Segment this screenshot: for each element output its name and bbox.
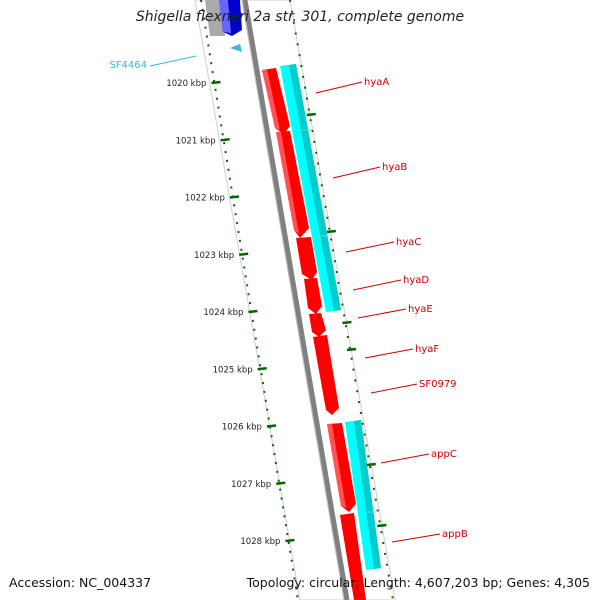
scale-tick: 1026 kbp [222,423,277,433]
gene-label-appc: appC [380,449,457,464]
gene-hyaE [309,313,326,337]
red-genes [262,68,366,600]
outer-tick [326,229,336,234]
scale-tick: 1021 kbp [176,136,230,146]
gene-label-text: hyaC [396,237,421,248]
scale-tick: 1024 kbp [203,308,258,318]
gene-hyaF [313,335,339,415]
gene-labels: SF4464 hyaA hyaB hyaC hyaD hyaE hyaF SF0979 appC… [109,55,468,543]
gene-label-text: hyaB [382,162,407,173]
gene-hyaC [296,237,317,280]
scale-ticks: 1020 kbp 1021 kbp 1022 kbp 1023 kbp 1024 kbp… [166,79,387,547]
genome-backbone [242,0,350,600]
gene-label-sf4464: SF4464 [109,55,197,71]
gene-label-hyad: hyaD [352,275,429,291]
cyan-arrow-sf4464 [230,44,242,52]
scale-tick-label: 1022 kbp [185,194,225,204]
outer-dotted-line [289,0,394,600]
scale-tick-label: 1020 kbp [166,79,206,89]
gene-label-hyaa: hyaA [315,77,389,94]
outer-tick [346,347,357,352]
gene-label-text: SF4464 [109,60,147,71]
gene-label-text: hyaA [364,77,389,88]
outer-tick [306,112,316,117]
backbone-highlight [241,0,345,600]
gene-label-text: SF0979 [419,379,457,390]
scale-tick: 1020 kbp [166,79,221,89]
scale-tick-label: 1028 kbp [240,537,280,547]
gene-label-text: appC [431,449,457,460]
scale-tick: 1023 kbp [194,251,249,261]
gene-label-appb: appB [391,529,468,543]
outer-tick [366,462,376,467]
gene-label-hyaf: hyaF [364,344,439,359]
gene-hyaD [304,278,322,314]
scale-tick-label: 1027 kbp [231,480,271,490]
red-gene-highlights [262,69,346,508]
gene-label-text: appB [442,529,468,540]
scale-tick: 1028 kbp [240,537,295,547]
scale-tick-label: 1024 kbp [203,308,243,318]
scale-tick: 1025 kbp [213,365,267,375]
gene-label-hyae: hyaE [357,304,433,319]
accession-text: Accession: NC_004337 [9,575,152,590]
gray-gene-top [205,0,225,36]
scale-tick-label: 1026 kbp [222,423,262,433]
cyan-gene-shading [289,64,381,569]
scale-tick: 1022 kbp [185,194,240,204]
outer-tick [342,320,352,325]
scale-tick: 1027 kbp [231,480,286,490]
gene-label-text: hyaE [408,304,433,315]
outer-tick [377,523,387,528]
blue-gene-top-hl [219,0,231,33]
gene-label-text: hyaF [415,344,439,355]
gene-label-hyac: hyaC [345,237,421,253]
scale-tick-label: 1023 kbp [194,251,234,261]
gene-label-sf0979: SF0979 [370,379,457,394]
gene-label-hyab: hyaB [332,162,407,179]
scale-tick-label: 1025 kbp [213,365,253,375]
scale-tick-label: 1021 kbp [176,136,216,146]
gene-appB [340,513,366,600]
genome-summary: Topology: circular; Length: 4,607,203 bp… [246,575,590,590]
gene-label-text: hyaD [403,275,429,286]
map-title: Shigella flexneri 2a str. 301, complete … [135,9,465,25]
